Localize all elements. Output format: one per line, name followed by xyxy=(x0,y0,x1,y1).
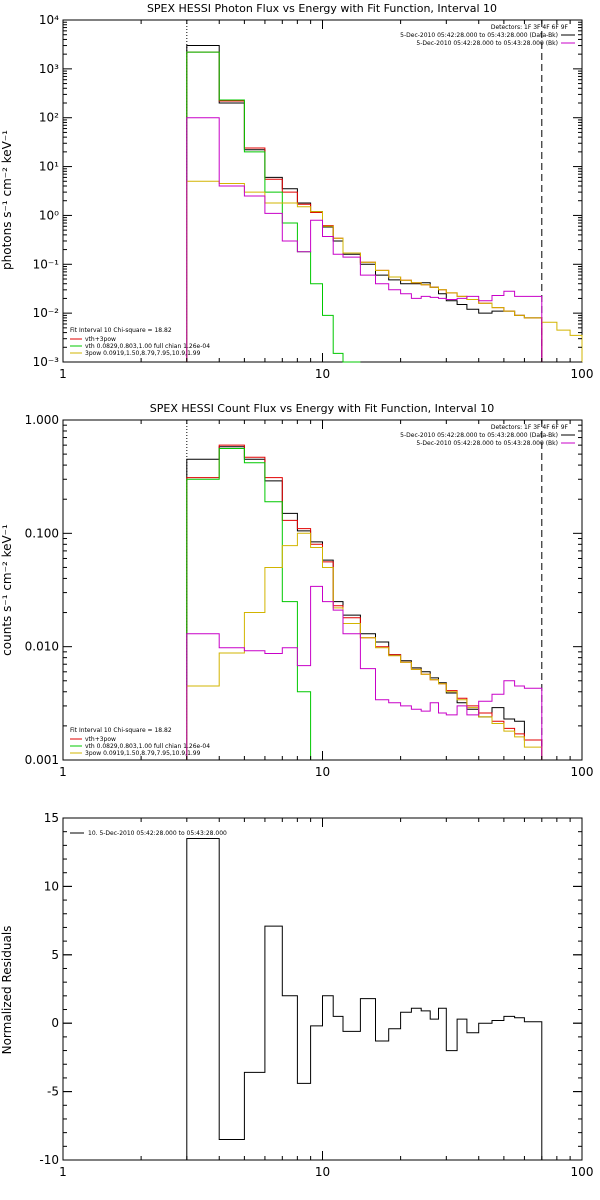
count-flux-series-vth-3pow xyxy=(186,444,543,760)
count-flux-x-tick-label: 10 xyxy=(315,765,330,779)
photon-flux-series-bk xyxy=(186,117,543,362)
count-flux-detectors-label: Detectors: 1F 3F 4F 6F 9F xyxy=(491,424,569,431)
photon-flux-series-data-bk xyxy=(186,45,543,362)
count-flux-fit-label: Fit Interval 10 Chi-square = 18.82 xyxy=(70,727,172,734)
residuals-legend-label: 10. 5-Dec-2010 05:42:28.000 to 05:43:28.… xyxy=(88,830,227,837)
count-flux-legend-fit: Fit Interval 10 Chi-square = 18.82 vth+3… xyxy=(70,727,210,757)
photon-flux-y-tick-label: 10³ xyxy=(39,62,59,76)
count-flux-y-tick-label: 0.100 xyxy=(25,526,59,540)
count-flux-series-bk xyxy=(186,585,543,760)
photon-flux-y-axis-label: photons s⁻¹ cm⁻² keV⁻¹ xyxy=(0,130,14,270)
photon-flux-y-tick-label: 10⁰ xyxy=(39,208,59,222)
photon-flux-series-vth xyxy=(186,51,361,363)
residuals-y-tick-label: 0 xyxy=(51,1016,59,1030)
residuals-legend: 10. 5-Dec-2010 05:42:28.000 to 05:43:28.… xyxy=(70,830,227,837)
photon-flux-3pow-label: 3pow 0.0919,1.50,8.79,7.95,10.9,1.99 xyxy=(85,350,201,357)
count-flux-vth-label: vth 0.0829,0.803,1.00 full chian 1.26e-0… xyxy=(85,743,210,750)
residuals-x-tick-label: 10 xyxy=(315,1165,330,1179)
residuals-y-tick-label: 10 xyxy=(44,879,59,893)
photon-flux-y-tick-label: 10⁴ xyxy=(39,13,59,27)
photon-flux-series-3pow xyxy=(186,180,583,362)
photon-flux-y-tick-label: 10⁻³ xyxy=(33,355,60,369)
residuals-y-tick-label: 5 xyxy=(51,948,59,962)
photon-flux-legend-fit: Fit Interval 10 Chi-square = 18.82 vth+3… xyxy=(70,327,210,357)
photon-flux-fit-label: Fit Interval 10 Chi-square = 18.82 xyxy=(70,327,172,334)
residuals-panel: 1 10 100 -10 -5 0 5 10 15 Normalized Residuals 1… xyxy=(0,811,593,1179)
photon-flux-y-tick-label: 10⁻² xyxy=(33,306,60,320)
residuals-x-tick-label: 100 xyxy=(571,1165,594,1179)
photon-flux-series-vth-3pow xyxy=(186,51,543,362)
count-flux-series-3pow xyxy=(186,532,543,760)
count-flux-data-time-label: 5-Dec-2010 05:42:28.000 to 05:43:28.000 … xyxy=(400,432,558,439)
photon-flux-panel: SPEX HESSI Photon Flux vs Energy with Fi… xyxy=(0,2,593,381)
residuals-x-tick-label: 1 xyxy=(59,1165,67,1179)
photon-flux-data-time-label: 5-Dec-2010 05:42:28.000 to 05:43:28.000 … xyxy=(400,32,558,39)
count-flux-total-label: vth+3pow xyxy=(85,736,116,743)
count-flux-bk-time-label: 5-Dec-2010 05:42:28.000 to 05:43:28.000 … xyxy=(416,440,558,447)
photon-flux-x-tick-label: 1 xyxy=(59,367,67,381)
residuals-y-tick-label: -5 xyxy=(47,1085,59,1099)
count-flux-y-axis-label: counts s⁻¹ cm⁻² keV⁻¹ xyxy=(0,524,14,656)
residuals-series-residuals xyxy=(186,838,543,1160)
count-flux-x-tick-label: 100 xyxy=(571,765,594,779)
photon-flux-x-tick-label: 100 xyxy=(571,367,594,381)
photon-flux-y-tick-label: 10² xyxy=(39,111,59,125)
count-flux-x-tick-label: 1 xyxy=(59,765,67,779)
residuals-y-tick-label: -10 xyxy=(39,1153,59,1167)
photon-flux-title: SPEX HESSI Photon Flux vs Energy with Fi… xyxy=(147,2,497,15)
photon-flux-legend-top: Detectors: 1F 3F 4F 6F 9F 5-Dec-2010 05:… xyxy=(400,24,575,47)
photon-flux-x-tick-label: 10 xyxy=(315,367,330,381)
photon-flux-y-tick-label: 10⁻¹ xyxy=(33,257,60,271)
photon-flux-total-label: vth+3pow xyxy=(85,336,116,343)
photon-flux-detectors-label: Detectors: 1F 3F 4F 6F 9F xyxy=(491,24,569,31)
count-flux-3pow-label: 3pow 0.0919,1.50,8.79,7.95,10.9,1.99 xyxy=(85,750,201,757)
count-flux-y-tick-label: 0.001 xyxy=(25,753,59,767)
count-flux-legend-top: Detectors: 1F 3F 4F 6F 9F 5-Dec-2010 05:… xyxy=(400,424,575,447)
residuals-frame xyxy=(62,817,583,1161)
photon-flux-bk-time-label: 5-Dec-2010 05:42:28.000 to 05:43:28.000 … xyxy=(416,40,558,47)
count-flux-series-vth xyxy=(186,448,312,760)
count-flux-y-tick-label: 1.000 xyxy=(25,413,59,427)
photon-flux-y-tick-label: 10¹ xyxy=(39,160,59,174)
count-flux-y-tick-label: 0.010 xyxy=(25,640,59,654)
count-flux-title: SPEX HESSI Count Flux vs Energy with Fit… xyxy=(150,402,494,415)
count-flux-panel: SPEX HESSI Count Flux vs Energy with Fit… xyxy=(0,402,593,779)
photon-flux-vth-label: vth 0.0829,0.803,1.00 full chian 1.26e-0… xyxy=(85,343,210,350)
residuals-y-tick-label: 15 xyxy=(44,811,59,825)
residuals-y-axis-label: Normalized Residuals xyxy=(0,926,14,1055)
